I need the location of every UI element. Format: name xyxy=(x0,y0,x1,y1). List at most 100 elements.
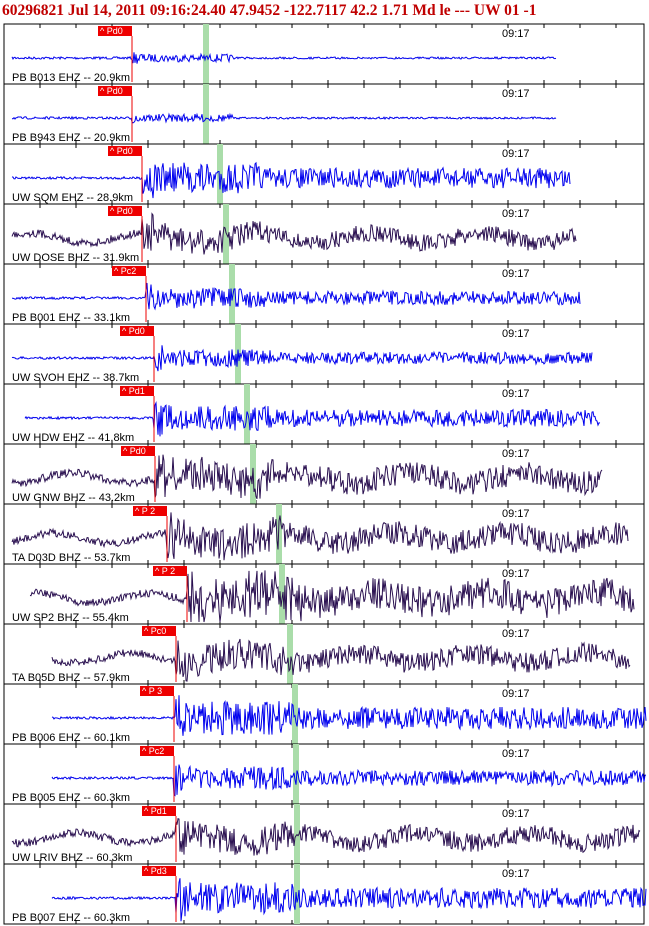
station-label: UW SQM EHZ -- 28.9km xyxy=(12,192,133,204)
waveform xyxy=(12,282,581,311)
time-label: 09:17 xyxy=(502,808,530,820)
waveform xyxy=(51,878,647,922)
pick-label: ^ Pd0 xyxy=(110,146,133,156)
event-header: 60296821 Jul 14, 2011 09:16:24.40 47.945… xyxy=(2,2,537,19)
station-label: PB B007 EHZ -- 60.3km xyxy=(12,912,130,924)
trace-panel-4: ^ Pc2 09:17 PB B001 EHZ -- 33.1km xyxy=(3,263,645,325)
time-label: 09:17 xyxy=(502,388,530,400)
time-label: 09:17 xyxy=(502,148,530,160)
waveform xyxy=(29,570,635,623)
pick-label: ^ Pd3 xyxy=(144,866,167,876)
pick-box xyxy=(140,746,174,756)
waveform xyxy=(11,112,557,124)
pick-box xyxy=(112,266,146,276)
pick-box xyxy=(140,686,174,696)
pick-box xyxy=(133,506,167,516)
theoretical-arrival-line xyxy=(223,204,229,264)
trace-panel-1: ^ Pd0 09:17 PB B943 EHZ -- 20.9km xyxy=(3,83,645,145)
station-label: UW DOSE BHZ -- 31.9km xyxy=(12,252,139,264)
time-label: 09:17 xyxy=(502,748,530,760)
trace-panel-2: ^ Pd0 09:17 UW SQM EHZ -- 28.9km xyxy=(3,143,645,205)
station-label: TA D03D BHZ -- 53.7km xyxy=(12,552,130,564)
station-label: UW SVOH EHZ -- 38.7km xyxy=(12,372,139,384)
trace-panel-0: ^ Pd0 09:17 PB B013 EHZ -- 20.9km xyxy=(3,23,645,85)
theoretical-arrival-line xyxy=(292,684,298,744)
trace-panel-12: ^ Pc2 09:17 PB B005 EHZ -- 60.3km xyxy=(3,743,647,805)
station-label: TA B05D BHZ -- 57.9km xyxy=(12,672,130,684)
trace-panel-11: ^ P 3 09:17 PB B006 EHZ -- 60.1km xyxy=(3,683,647,745)
pick-label: ^ Pc0 xyxy=(144,626,166,636)
pick-label: ^ Pd1 xyxy=(144,806,167,816)
waveform xyxy=(11,52,557,64)
pick-label: ^ Pd1 xyxy=(122,386,145,396)
time-label: 09:17 xyxy=(502,328,530,340)
pick-label: ^ Pd0 xyxy=(100,26,123,36)
station-label: UW HDW EHZ -- 41.8km xyxy=(12,432,134,444)
station-label: UW LRIV BHZ -- 60.3km xyxy=(12,852,132,864)
trace-panel-3: ^ Pd0 09:17 UW DOSE BHZ -- 31.9km xyxy=(3,203,645,265)
station-label: PB B005 EHZ -- 60.3km xyxy=(12,792,130,804)
pick-box xyxy=(142,866,176,876)
time-label: 09:17 xyxy=(502,568,530,580)
pick-box xyxy=(98,26,132,36)
pick-box xyxy=(153,566,187,576)
theoretical-arrival-line xyxy=(217,144,223,204)
pick-box xyxy=(108,206,142,216)
trace-panel-13: ^ Pd1 09:17 UW LRIV BHZ -- 60.3km xyxy=(3,803,645,865)
time-label: 09:17 xyxy=(502,688,530,700)
waveform xyxy=(51,638,631,682)
waveform xyxy=(51,695,647,736)
trace-panel-14: ^ Pd3 09:17 PB B007 EHZ -- 60.3km xyxy=(3,863,647,925)
pick-label: ^ P 2 xyxy=(155,566,175,576)
theoretical-arrival-line xyxy=(294,864,300,924)
waveform xyxy=(11,212,577,255)
time-label: 09:17 xyxy=(502,88,530,100)
trace-panel-5: ^ Pd0 09:17 UW SVOH EHZ -- 38.7km xyxy=(3,323,645,385)
pick-label: ^ Pc2 xyxy=(142,746,164,756)
time-label: 09:17 xyxy=(502,268,530,280)
pick-label: ^ Pd0 xyxy=(100,86,123,96)
pick-label: ^ P 2 xyxy=(135,506,155,516)
station-label: PB B001 EHZ -- 33.1km xyxy=(12,312,130,324)
pick-label: ^ Pc2 xyxy=(114,266,136,276)
pick-label: ^ P 3 xyxy=(142,686,162,696)
waveform xyxy=(11,345,593,372)
pick-box xyxy=(142,806,176,816)
theoretical-arrival-line xyxy=(287,624,293,684)
pick-box xyxy=(121,446,155,456)
waveform xyxy=(24,401,601,437)
pick-label: ^ Pd0 xyxy=(122,326,145,336)
trace-panel-10: ^ Pc0 09:17 TA B05D BHZ -- 57.9km xyxy=(3,623,645,685)
trace-panel-9: ^ P 2 09:17 UW SP2 BHZ -- 55.4km xyxy=(3,563,645,625)
time-label: 09:17 xyxy=(502,28,530,40)
pick-label: ^ Pd0 xyxy=(110,206,133,216)
trace-panel-7: ^ Pd0 09:17 UW GNW BHZ -- 43.2km xyxy=(3,443,645,505)
waveform xyxy=(11,512,629,561)
time-label: 09:17 xyxy=(502,208,530,220)
waveform xyxy=(51,764,647,797)
pick-box xyxy=(120,386,154,396)
pick-box xyxy=(142,626,176,636)
time-label: 09:17 xyxy=(502,628,530,640)
trace-panel-8: ^ P 2 09:17 TA D03D BHZ -- 53.7km xyxy=(3,503,645,565)
waveform xyxy=(11,161,571,199)
pick-box xyxy=(120,326,154,336)
station-label: UW SP2 BHZ -- 55.4km xyxy=(12,612,129,624)
trace-panel-6: ^ Pd1 09:17 UW HDW EHZ -- 41.8km xyxy=(3,383,645,445)
theoretical-arrival-line xyxy=(293,744,299,804)
station-label: UW GNW BHZ -- 43.2km xyxy=(12,492,135,504)
theoretical-arrival-line xyxy=(229,264,235,324)
theoretical-arrival-line xyxy=(203,84,209,144)
theoretical-arrival-line xyxy=(279,564,285,624)
waveform xyxy=(11,454,603,499)
station-label: PB B006 EHZ -- 60.1km xyxy=(12,732,130,744)
station-label: PB B943 EHZ -- 20.9km xyxy=(12,132,130,144)
pick-box xyxy=(108,146,142,156)
station-label: PB B013 EHZ -- 20.9km xyxy=(12,72,130,84)
waveform xyxy=(11,818,641,856)
panel-frame xyxy=(3,863,645,925)
time-label: 09:17 xyxy=(502,448,530,460)
pick-box xyxy=(98,86,132,96)
theoretical-arrival-line xyxy=(203,24,209,84)
